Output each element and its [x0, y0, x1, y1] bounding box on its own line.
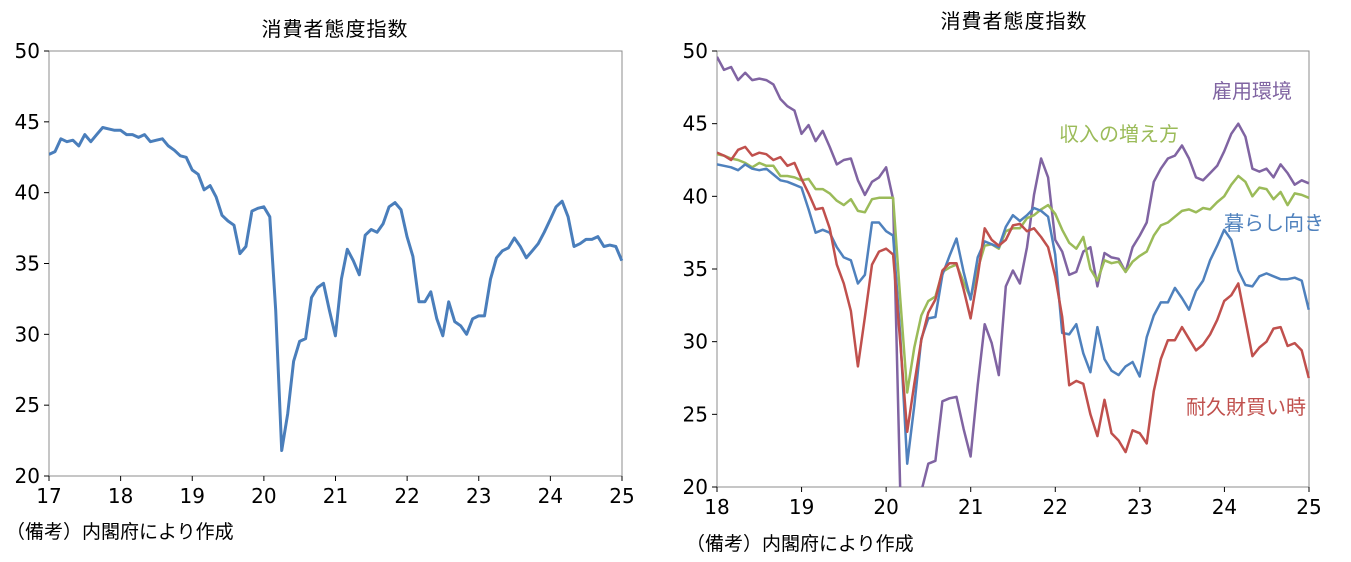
right-y-tick-label: 35 — [683, 257, 708, 281]
footnote-left: （備考）内閣府により作成 — [6, 521, 234, 543]
left-x-tick-label: 17 — [36, 484, 61, 508]
right-y-tick-label: 45 — [683, 112, 708, 136]
right-x-tick-label: 19 — [789, 495, 814, 519]
left-y-tick-label: 45 — [15, 110, 40, 134]
right-x-tick-label: 25 — [1296, 495, 1321, 519]
right-series-label-4: 耐久財買い時 — [1186, 395, 1306, 419]
left-y-tick-label: 40 — [15, 181, 40, 205]
left-y-tick-label: 35 — [15, 252, 40, 276]
right-series-line-4 — [717, 145, 1311, 454]
chart-left-title: 消費者態度指数 — [262, 17, 409, 41]
left-x-tick-label: 24 — [538, 484, 563, 508]
right-y-tick-label: 20 — [683, 475, 708, 499]
left-x-tick-label: 20 — [251, 484, 276, 508]
right-y-tick-label: 25 — [683, 402, 708, 426]
right-x-tick-label: 18 — [704, 495, 729, 519]
left-x-tick-label: 19 — [180, 484, 205, 508]
left-x-tick-label: 25 — [609, 484, 634, 508]
right-series-line-2 — [717, 152, 1310, 394]
left-x-tick-label: 18 — [108, 484, 133, 508]
right-series-label-1: 雇用環境 — [1212, 79, 1292, 103]
left-y-tick-label: 20 — [15, 464, 40, 488]
left-y-tick-label: 30 — [15, 322, 40, 346]
right-y-tick-label: 50 — [683, 39, 708, 63]
right-x-tick-label: 24 — [1212, 495, 1237, 519]
left-x-tick-label: 21 — [323, 484, 348, 508]
right-x-tick-label: 22 — [1043, 495, 1068, 519]
left-x-tick-label: 23 — [466, 484, 491, 508]
right-series-line-1 — [717, 56, 1310, 487]
right-y-tick-label: 40 — [683, 184, 708, 208]
left-plot-frame — [48, 50, 623, 477]
chart-right-title: 消費者態度指数 — [941, 9, 1088, 33]
right-series-line-3 — [717, 163, 1311, 465]
right-x-tick-label: 21 — [958, 495, 983, 519]
right-series-label-3: 暮らし向き — [1224, 211, 1324, 235]
left-y-tick-label: 50 — [15, 39, 40, 63]
right-y-tick-label: 30 — [683, 330, 708, 354]
footnote-right: （備考）内閣府により作成 — [686, 533, 914, 555]
left-y-tick-label: 25 — [15, 393, 40, 417]
right-x-tick-label: 23 — [1127, 495, 1152, 519]
left-series-line-1 — [49, 126, 624, 452]
left-x-tick-label: 22 — [394, 484, 419, 508]
right-x-tick-label: 20 — [873, 495, 898, 519]
right-plot-frame — [716, 50, 1310, 488]
right-series-label-2: 収入の増え方 — [1059, 122, 1179, 146]
